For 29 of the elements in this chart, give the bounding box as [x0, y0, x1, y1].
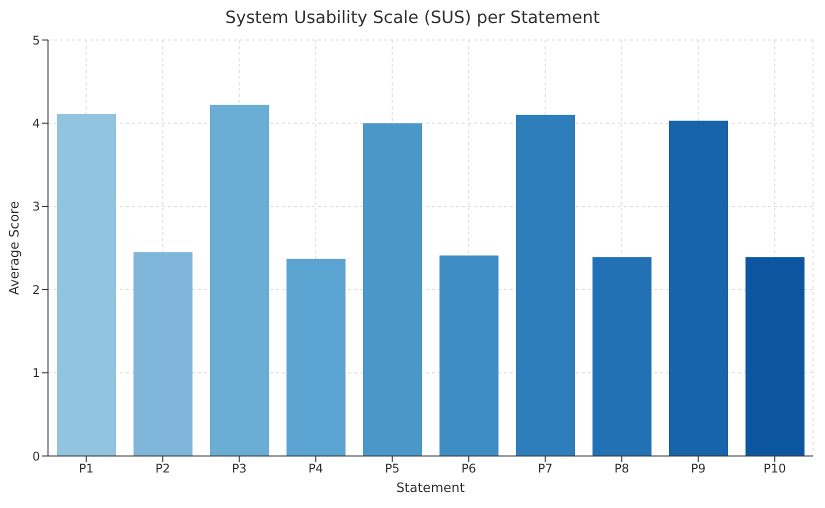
- x-axis-title: Statement: [396, 481, 465, 496]
- y-axis-title: Average Score: [8, 201, 23, 295]
- bar: [210, 104, 269, 456]
- bar: [134, 252, 192, 456]
- x-tick-label: P8: [614, 462, 630, 476]
- x-tick-label: P3: [232, 462, 247, 476]
- bar: [592, 257, 652, 456]
- chart-title: System Usability Scale (SUS) per Statement: [224, 8, 601, 30]
- y-tick-label: 2: [32, 282, 40, 297]
- bar: [440, 255, 498, 456]
- x-tick-label: P10: [763, 462, 786, 476]
- bar: [286, 258, 346, 456]
- x-tick-label: P5: [384, 462, 400, 476]
- x-tick-label: P7: [538, 462, 553, 476]
- bar: [516, 114, 575, 456]
- bar: [669, 120, 728, 456]
- y-tick-label: 1: [32, 366, 40, 380]
- y-tick-label: 3: [32, 200, 40, 214]
- x-tick-label: P4: [308, 462, 324, 476]
- y-tick-label: 5: [32, 33, 40, 48]
- x-tick-label: P2: [155, 462, 170, 476]
- bar: [363, 123, 422, 456]
- y-tick-label: 0: [32, 449, 40, 464]
- bar: [746, 257, 804, 456]
- x-tick-label: P6: [461, 462, 476, 476]
- x-tick-label: P1: [78, 462, 94, 476]
- x-tick-label: P9: [690, 462, 706, 476]
- bar: [57, 114, 116, 456]
- y-tick-label: 4: [32, 116, 40, 130]
